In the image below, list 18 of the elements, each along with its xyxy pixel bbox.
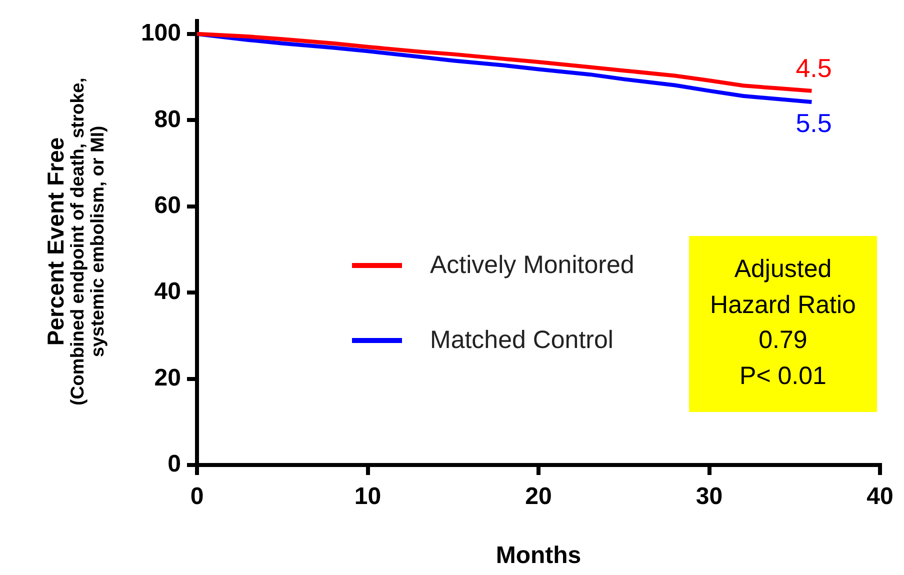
y-axis-title: Percent Event Free (Combined endpoint of death, stroke, systemic embolism, or MI) <box>42 76 108 408</box>
y-tick-label: 60 <box>154 192 181 219</box>
x-axis-title: Months <box>496 542 582 570</box>
x-tick-label: 0 <box>190 483 204 510</box>
x-tick-label: 40 <box>866 483 894 510</box>
y-tick-label: 20 <box>154 364 181 392</box>
legend-label: Actively Monitored <box>430 250 634 280</box>
y-tick-label: 40 <box>154 278 181 306</box>
y-tick-label: 80 <box>154 106 181 133</box>
x-tick-label: 20 <box>525 483 552 510</box>
annotation: 5.5 <box>796 108 832 138</box>
note-box: Adjusted Hazard Ratio 0.79 P< 0.01 <box>689 236 877 412</box>
annotation: 4.5 <box>796 53 832 84</box>
y-tick-label: 100 <box>140 20 181 47</box>
y-tick-label: 0 <box>168 450 181 478</box>
x-tick-label: 30 <box>696 483 723 510</box>
legend-label: Matched Control <box>430 326 614 354</box>
x-tick-label: 10 <box>354 483 382 510</box>
